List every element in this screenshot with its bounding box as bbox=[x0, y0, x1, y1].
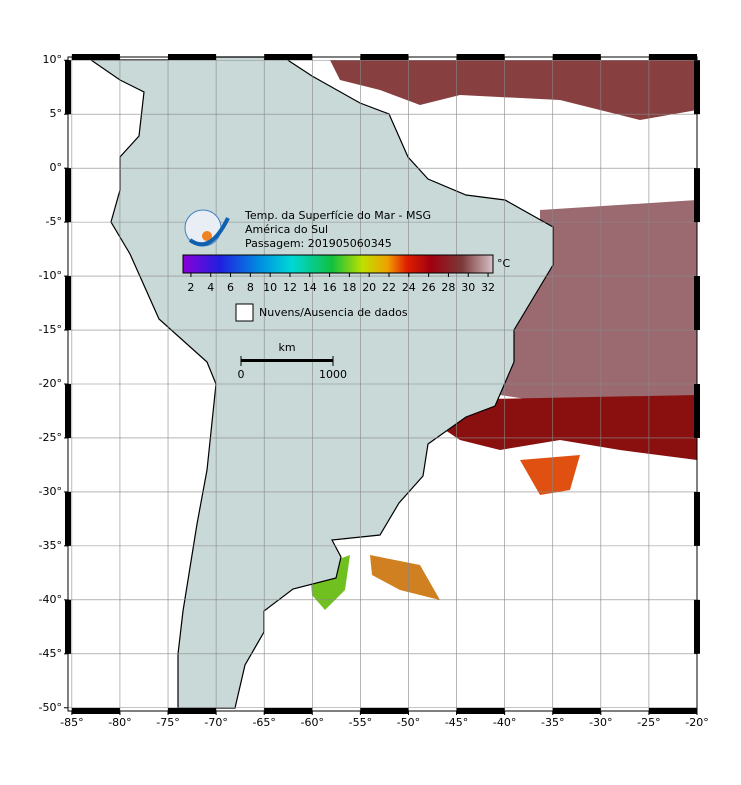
legend-swatch bbox=[235, 303, 254, 322]
colorbar-tick-label: 18 bbox=[342, 281, 356, 294]
inpe-logo bbox=[184, 209, 230, 247]
sst-patch bbox=[370, 555, 440, 600]
logo-dot bbox=[202, 231, 212, 241]
scale-unit: km bbox=[278, 341, 295, 354]
lat-tick-label: -45° bbox=[39, 647, 62, 660]
lat-tick-label: -35° bbox=[39, 539, 62, 552]
frame-band bbox=[694, 491, 700, 546]
lon-tick-label: -30° bbox=[589, 716, 612, 729]
lon-tick-label: -60° bbox=[301, 716, 324, 729]
colorbar-unit: °C bbox=[497, 257, 511, 270]
lat-tick-label: -20° bbox=[39, 377, 62, 390]
frame-band bbox=[71, 54, 120, 60]
lat-tick-label: -50° bbox=[39, 701, 62, 714]
frame-band bbox=[168, 54, 217, 60]
frame-band bbox=[694, 276, 700, 331]
frame-band bbox=[264, 54, 313, 60]
lon-tick-label: -80° bbox=[108, 716, 131, 729]
frame-band bbox=[71, 708, 120, 714]
lat-tick-label: 5° bbox=[50, 107, 63, 120]
lon-tick-label: -45° bbox=[445, 716, 468, 729]
scale-tick-label: 0 bbox=[238, 368, 245, 381]
title-line: Passagem: 201905060345 bbox=[245, 237, 392, 250]
frame-band bbox=[694, 599, 700, 654]
lat-tick-label: -40° bbox=[39, 593, 62, 606]
frame-band bbox=[65, 168, 71, 223]
frame-band bbox=[65, 384, 71, 438]
colorbar-tick-label: 6 bbox=[227, 281, 234, 294]
frame-band bbox=[360, 708, 409, 714]
lon-tick-label: -20° bbox=[685, 716, 708, 729]
frame-band bbox=[360, 54, 409, 60]
frame-band bbox=[694, 168, 700, 223]
frame-band bbox=[552, 708, 601, 714]
colorbar-tick-label: 8 bbox=[247, 281, 254, 294]
colorbar-tick-label: 16 bbox=[323, 281, 337, 294]
sst-patch bbox=[520, 455, 580, 495]
sst-patch bbox=[330, 60, 697, 120]
frame-band bbox=[65, 60, 71, 115]
lon-tick-label: -35° bbox=[541, 716, 564, 729]
colorbar-tick-label: 2 bbox=[187, 281, 194, 294]
title-line: Temp. da Superfície do Mar - MSG bbox=[244, 209, 431, 222]
colorbar-tick-label: 30 bbox=[461, 281, 475, 294]
frame-band bbox=[552, 54, 601, 60]
lat-tick-label: -5° bbox=[46, 215, 62, 228]
frame-band bbox=[168, 708, 217, 714]
frame-band bbox=[456, 708, 505, 714]
frame-band bbox=[648, 708, 697, 714]
frame-band bbox=[694, 60, 700, 115]
colorbar-tick-label: 24 bbox=[402, 281, 416, 294]
legend-label: Nuvens/Ausencia de dados bbox=[259, 306, 408, 319]
colorbar-tick-label: 10 bbox=[263, 281, 277, 294]
colorbar-tick-label: 14 bbox=[303, 281, 317, 294]
sst-patch bbox=[430, 395, 697, 460]
lon-tick-label: -40° bbox=[493, 716, 516, 729]
lon-tick-label: -55° bbox=[349, 716, 372, 729]
colorbar-tick-label: 32 bbox=[481, 281, 495, 294]
lat-tick-label: 0° bbox=[50, 161, 63, 174]
frame-band bbox=[648, 54, 697, 60]
colorbar-tick-label: 26 bbox=[422, 281, 436, 294]
lat-tick-label: 10° bbox=[43, 53, 63, 66]
title-line: América do Sul bbox=[245, 223, 328, 236]
frame-band bbox=[65, 276, 71, 331]
colorbar bbox=[182, 254, 494, 274]
lat-tick-label: -10° bbox=[39, 269, 62, 282]
lat-tick-label: -25° bbox=[39, 431, 62, 444]
colorbar-tick-label: 4 bbox=[207, 281, 214, 294]
lon-tick-label: -70° bbox=[204, 716, 227, 729]
frame-band bbox=[264, 708, 313, 714]
frame-band bbox=[65, 599, 71, 654]
colorbar-tick-label: 28 bbox=[441, 281, 455, 294]
frame-band bbox=[65, 491, 71, 546]
scale-tick-label: 1000 bbox=[319, 368, 347, 381]
lon-tick-label: -65° bbox=[252, 716, 275, 729]
colorbar-tick-label: 20 bbox=[362, 281, 376, 294]
frame-band bbox=[694, 384, 700, 438]
colorbar-tick-label: 12 bbox=[283, 281, 297, 294]
lon-tick-label: -85° bbox=[60, 716, 83, 729]
lat-tick-label: -15° bbox=[39, 323, 62, 336]
lon-tick-label: -25° bbox=[637, 716, 660, 729]
logo-arc bbox=[188, 217, 230, 247]
scale-bar bbox=[241, 359, 333, 362]
lon-tick-label: -50° bbox=[397, 716, 420, 729]
colorbar-tick-label: 22 bbox=[382, 281, 396, 294]
lat-tick-label: -30° bbox=[39, 485, 62, 498]
frame-band bbox=[456, 54, 505, 60]
lon-tick-label: -75° bbox=[156, 716, 179, 729]
